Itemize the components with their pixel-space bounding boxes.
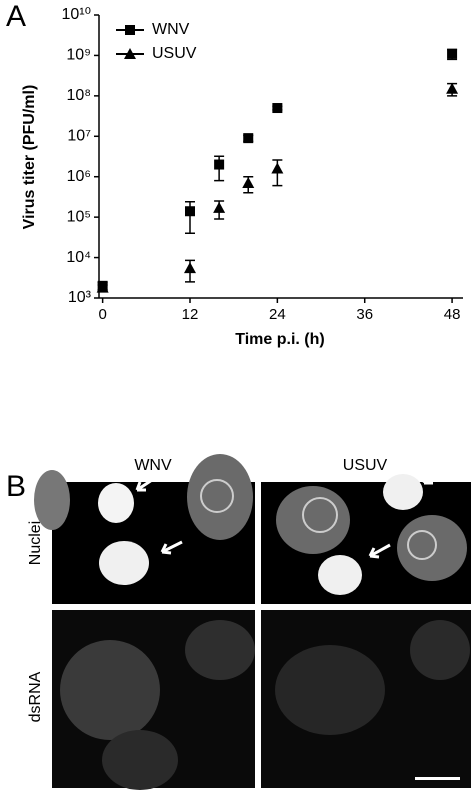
cell: [102, 730, 178, 790]
nucleus: [397, 515, 467, 581]
column-label: USUV: [343, 457, 388, 474]
legend-label: WNV: [152, 21, 190, 38]
marker: [213, 201, 226, 213]
y-tick-label: 10⁸: [66, 87, 91, 104]
nucleus: [34, 470, 70, 530]
marker: [125, 25, 135, 35]
micrographs: [34, 454, 471, 790]
y-axis-label: Virus titer (PFU/ml): [21, 85, 38, 230]
marker: [271, 162, 284, 174]
x-axis-label: Time p.i. (h): [235, 331, 324, 348]
y-tick-label: 10¹⁰: [61, 6, 91, 23]
marker: [242, 176, 255, 188]
marker: [446, 82, 459, 94]
condensed-nucleus: [318, 555, 362, 595]
legend-label: USUV: [152, 45, 197, 62]
y-tick-label: 10⁶: [67, 168, 91, 185]
arrow: [160, 540, 183, 555]
y-tick-label: 10⁷: [67, 128, 91, 145]
y-tick-label: 10⁵: [67, 208, 91, 225]
marker: [185, 206, 195, 217]
marker: [243, 133, 254, 144]
condensed-nucleus: [99, 541, 149, 585]
nucleus: [187, 454, 253, 540]
scale-bar: [415, 777, 460, 780]
marker: [184, 262, 196, 274]
condensed-nucleus: [98, 483, 134, 523]
x-tick-label: 0: [98, 306, 106, 323]
arrow: [135, 476, 156, 492]
x-tick-label: 12: [182, 306, 199, 323]
column-label: WNV: [134, 457, 172, 474]
marker: [214, 159, 225, 170]
cell: [185, 620, 255, 680]
y-tick-label: 10⁹: [66, 47, 91, 64]
marker: [272, 103, 283, 114]
cell: [60, 640, 160, 740]
nucleolus: [407, 530, 437, 560]
x-tick-label: 48: [444, 306, 461, 323]
nucleus: [276, 486, 350, 554]
arrow: [368, 543, 391, 559]
row-label: dsRNA: [27, 671, 44, 722]
panel-label: A: [6, 0, 26, 33]
marker: [96, 281, 109, 293]
y-tick-label: 10³: [68, 289, 92, 306]
x-tick-label: 36: [356, 306, 373, 323]
marker: [447, 48, 458, 59]
y-tick-label: 10⁴: [66, 249, 91, 266]
arrow: [422, 468, 443, 485]
row-label: Nuclei: [27, 521, 44, 565]
cell: [275, 645, 385, 735]
x-tick-label: 24: [269, 306, 286, 323]
panel-label: B: [6, 470, 26, 503]
cell: [410, 620, 470, 680]
nucleolus: [200, 479, 234, 513]
condensed-nucleus: [383, 474, 423, 510]
marker: [124, 48, 136, 59]
plot: 10³ 10⁴ 10⁵ 10⁶ 10⁷ 10⁸ 10⁹ 10¹⁰ 0 12 24 36 48 WNV USU…: [61, 6, 463, 323]
nucleolus: [302, 497, 338, 533]
